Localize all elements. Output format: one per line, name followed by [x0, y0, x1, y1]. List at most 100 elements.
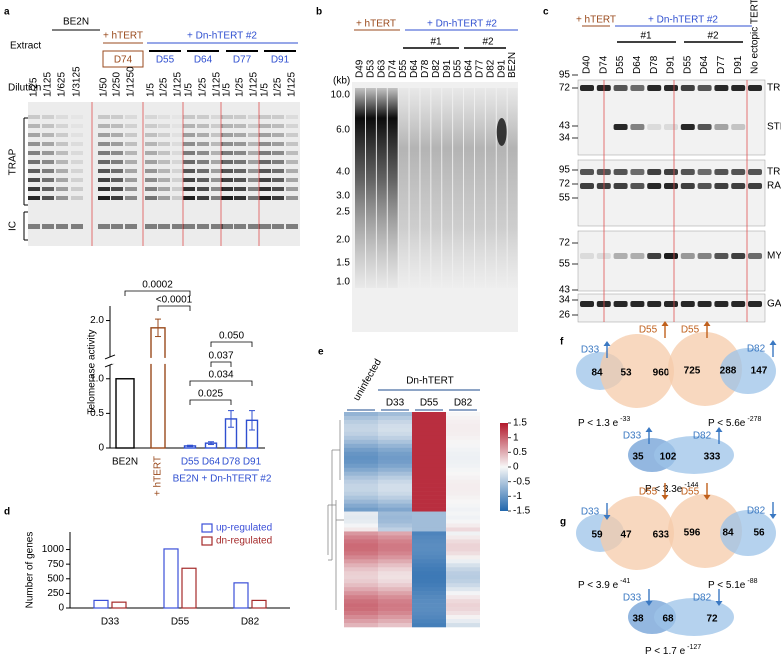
blot-band — [613, 301, 628, 307]
gel-band — [172, 142, 184, 146]
venn-set — [720, 348, 776, 394]
group-label: + Dn-hTERT #2 — [648, 15, 718, 26]
venn-set-label: D82 — [747, 344, 766, 355]
gel-band — [42, 224, 54, 229]
p-text: P < 5.6e — [708, 418, 746, 429]
gel-band — [221, 160, 233, 164]
heatmap-cell — [446, 475, 480, 480]
lane-label: D63 — [376, 59, 387, 78]
panel-label: a — [4, 7, 10, 18]
y-tick-label: 0.5 — [90, 408, 104, 419]
heatmap-cell — [446, 423, 480, 429]
heatmap-cell — [446, 463, 480, 469]
venn-count: 84 — [591, 368, 603, 379]
gel-band — [183, 178, 195, 182]
p-exponent: -127 — [687, 644, 701, 651]
heatmap-cell — [378, 615, 412, 620]
blot-band — [731, 253, 746, 259]
venn-count: 288 — [720, 366, 737, 377]
gel-band — [259, 115, 271, 119]
gel-smear — [485, 88, 496, 288]
heatmap-cell — [412, 599, 446, 604]
heatmap-cell — [446, 535, 480, 540]
lane-label: D82 — [485, 59, 496, 78]
venn-count: 56 — [753, 528, 765, 539]
size-label: 10.0 — [331, 90, 351, 101]
protein-label: MYCN — [767, 251, 781, 262]
heatmap-cell — [378, 471, 412, 477]
heatmap-cell — [344, 467, 378, 473]
gel-band — [197, 224, 209, 229]
gel-band — [234, 178, 246, 182]
x-tick-label: D82 — [241, 617, 260, 628]
heatmap-cell — [446, 595, 480, 600]
heatmap-cell — [378, 619, 412, 624]
blot-band — [714, 124, 729, 130]
gel — [28, 102, 300, 246]
gel-band — [172, 160, 184, 164]
venn-set-label: D55 — [681, 487, 700, 498]
heatmap-cell — [378, 591, 412, 596]
protein-label: STING — [767, 122, 781, 133]
heatmap-cell — [344, 611, 378, 616]
heatmap-cell — [378, 443, 412, 449]
group-label: #1 — [430, 37, 442, 48]
heatmap-cell — [412, 439, 446, 445]
significance-bracket — [189, 380, 253, 386]
lane-label: D64 — [632, 55, 643, 74]
heatmap-cell — [344, 591, 378, 596]
gel-smear — [474, 88, 485, 288]
group-label: #1 — [640, 31, 652, 42]
blot-band — [748, 301, 762, 307]
gel-band — [172, 115, 184, 119]
arrow-head — [769, 340, 777, 345]
gel-band — [98, 124, 110, 128]
heatmap-cell — [446, 487, 480, 492]
gel-band — [221, 187, 233, 191]
heatmap-cell — [378, 559, 412, 564]
axis-break — [104, 354, 116, 360]
y-tick-label: 1000 — [42, 544, 65, 555]
venn-count: 633 — [653, 530, 670, 541]
mw-label: 72 — [559, 238, 571, 249]
heatmap-cell — [378, 551, 412, 556]
venn-count: 147 — [751, 366, 768, 377]
heatmap-cell — [344, 419, 378, 425]
heatmap-cell — [344, 531, 378, 536]
dilution-label: 1/125 — [43, 72, 54, 97]
heatmap-cell — [446, 415, 480, 421]
heatmap-cell — [412, 567, 446, 572]
heatmap-cell — [412, 591, 446, 596]
gel-band — [272, 224, 284, 229]
extract-label: D77 — [233, 55, 252, 66]
bar — [150, 327, 166, 449]
heatmap-cell — [412, 415, 446, 421]
heatmap-cell — [378, 487, 412, 492]
lane-label: D55 — [682, 55, 693, 74]
gel-smear — [431, 88, 442, 288]
lane-label: D91 — [666, 55, 677, 74]
gel-band — [234, 196, 246, 200]
gel-band — [98, 160, 110, 164]
panel-label: d — [4, 507, 10, 518]
heatmap-cell — [344, 527, 378, 532]
heatmap-cell — [446, 579, 480, 584]
heatmap-cell — [412, 479, 446, 484]
lane-label: D91 — [442, 59, 453, 78]
blot — [577, 293, 766, 323]
venn-count: 596 — [684, 528, 701, 539]
mw-label: 55 — [559, 193, 571, 204]
dilution-label: 1/5 — [222, 83, 233, 97]
gel-smear — [365, 88, 376, 288]
gel-band — [125, 187, 137, 191]
gel-band — [125, 115, 137, 119]
heatmap-cell — [412, 467, 446, 473]
heatmap-cell — [378, 499, 412, 504]
panel-label: b — [316, 7, 322, 18]
heatmap-cell — [344, 507, 378, 512]
heatmap-cell — [412, 559, 446, 564]
gel-band — [158, 169, 170, 173]
gel-smear — [387, 88, 398, 288]
gel-smear — [507, 88, 518, 288]
gel-band — [286, 151, 298, 155]
